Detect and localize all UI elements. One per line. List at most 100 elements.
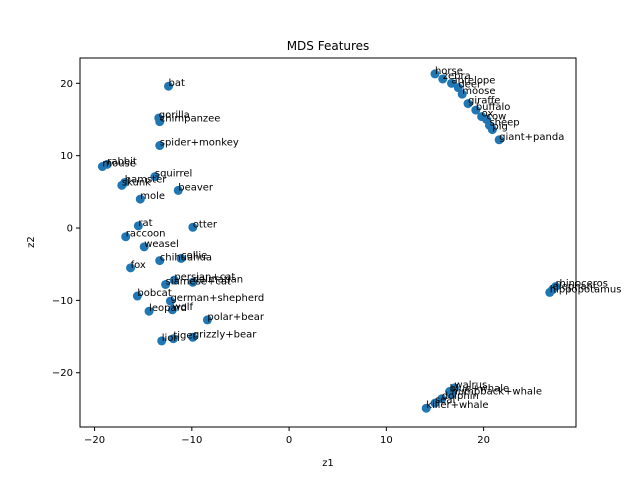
x-tick-label: 10 bbox=[380, 435, 393, 446]
data-point-squirrel bbox=[150, 172, 160, 182]
point-label: spider+monkey bbox=[160, 138, 239, 149]
data-point-rat bbox=[133, 221, 143, 231]
data-point-beaver bbox=[173, 185, 183, 195]
point-label: pig bbox=[492, 122, 507, 133]
data-point-siamese-cat bbox=[161, 279, 171, 289]
data-point-buffalo bbox=[471, 105, 481, 115]
point-label: beaver bbox=[178, 182, 214, 193]
x-axis-label: z1 bbox=[322, 458, 334, 469]
data-point-grizzly-bear bbox=[188, 332, 198, 342]
point-label: chihuahua bbox=[160, 253, 212, 264]
point-label: cow bbox=[487, 112, 507, 123]
data-point-tiger bbox=[168, 334, 178, 344]
point-label: lion bbox=[162, 333, 180, 344]
point-label: seal bbox=[435, 395, 455, 406]
y-axis-ticks: −20 −10 0 10 20 bbox=[52, 79, 80, 379]
point-label: deer bbox=[458, 80, 482, 91]
data-point-deer bbox=[453, 83, 463, 93]
point-label: siamese+cat bbox=[166, 276, 231, 287]
data-point-polar-bear bbox=[202, 315, 212, 325]
y-tick-label: 0 bbox=[67, 224, 73, 235]
data-point-bat bbox=[164, 81, 174, 91]
data-point-wolf bbox=[167, 305, 177, 315]
data-point-giant-panda bbox=[494, 135, 504, 145]
point-label: bobcat bbox=[137, 288, 171, 299]
data-point-giraffe bbox=[463, 99, 473, 109]
point-label: horse bbox=[435, 66, 463, 77]
point-label: collie bbox=[181, 250, 207, 261]
data-point-otter bbox=[188, 222, 198, 232]
data-point-horse bbox=[430, 69, 440, 79]
point-label: blue+whale bbox=[450, 384, 510, 395]
data-point-humpback-whale bbox=[447, 389, 457, 399]
data-point-spider-monkey bbox=[155, 141, 165, 151]
point-label: persian+cat bbox=[174, 272, 235, 283]
data-point-moose bbox=[457, 89, 467, 99]
data-point-chihuahua bbox=[155, 256, 165, 266]
y-tick-label: 10 bbox=[60, 151, 73, 162]
data-point-killer-whale bbox=[421, 403, 431, 413]
point-label: wolf bbox=[172, 302, 193, 313]
x-tick-label: 20 bbox=[477, 435, 490, 446]
point-label: grizzly+bear bbox=[193, 329, 257, 340]
point-label: mole bbox=[140, 191, 165, 202]
data-point-antelope bbox=[447, 78, 457, 88]
point-label: gorilla bbox=[159, 110, 190, 121]
data-point-skunk bbox=[117, 180, 127, 190]
point-label: leopard bbox=[149, 303, 187, 314]
point-label: humpback+whale bbox=[452, 386, 542, 397]
point-label: bat bbox=[169, 78, 185, 89]
point-label: antelope bbox=[452, 75, 496, 86]
point-label: fox bbox=[131, 260, 146, 271]
y-tick-label: −20 bbox=[52, 368, 73, 379]
point-label: otter bbox=[193, 219, 218, 230]
data-point-seal bbox=[430, 398, 440, 408]
y-axis-label: z2 bbox=[26, 236, 37, 248]
point-label: squirrel bbox=[155, 169, 192, 180]
y-tick-label: −10 bbox=[52, 296, 73, 307]
point-labels: horsezebraantelopedeermoosegiraffebuffal… bbox=[102, 66, 621, 411]
point-label: giant+panda bbox=[499, 132, 564, 143]
point-label: moose bbox=[462, 86, 495, 97]
point-label: chimpanzee bbox=[160, 114, 221, 125]
data-point-persian-cat bbox=[169, 275, 179, 285]
point-label: giraffe bbox=[468, 96, 500, 107]
point-label: killer+whale bbox=[426, 400, 488, 411]
data-point-pig bbox=[487, 125, 497, 135]
data-point-collie bbox=[176, 253, 186, 263]
point-label: tiger bbox=[173, 331, 197, 342]
x-axis-ticks: −20 −10 0 10 20 bbox=[84, 427, 490, 446]
point-label: weasel bbox=[144, 239, 179, 250]
x-tick-label: 0 bbox=[286, 435, 292, 446]
data-point-dolphin bbox=[437, 394, 447, 404]
chart-title: MDS Features bbox=[287, 39, 370, 53]
point-label: skunk bbox=[122, 177, 151, 188]
point-label: ox bbox=[482, 109, 494, 120]
point-label: zebra bbox=[443, 71, 471, 82]
x-tick-label: −20 bbox=[84, 435, 105, 446]
y-tick-label: 20 bbox=[60, 79, 73, 90]
data-point-mouse bbox=[97, 162, 107, 172]
point-label: dalmatian bbox=[193, 274, 243, 285]
point-label: polar+bear bbox=[207, 312, 264, 323]
data-point-chimpanzee bbox=[155, 117, 165, 127]
point-label: sheep bbox=[489, 117, 519, 128]
point-label: dolphin bbox=[442, 391, 479, 402]
point-label: rat bbox=[138, 218, 152, 229]
data-point-mole bbox=[135, 194, 145, 204]
data-point-raccoon bbox=[121, 232, 131, 242]
data-point-hippopotamus bbox=[545, 287, 555, 297]
axes-frame bbox=[79, 57, 577, 428]
point-label: mouse bbox=[102, 159, 136, 170]
point-label: walrus bbox=[454, 380, 487, 391]
data-point-zebra bbox=[438, 74, 448, 84]
point-label: rabbit bbox=[107, 156, 137, 167]
plot-area: horsezebraantelopedeermoosegiraffebuffal… bbox=[97, 66, 621, 413]
data-point-german-shepherd bbox=[165, 296, 175, 306]
point-label: raccoon bbox=[126, 229, 166, 240]
x-tick-label: −10 bbox=[181, 435, 202, 446]
data-point-bobcat bbox=[132, 291, 142, 301]
point-label: hippopotamus bbox=[550, 284, 622, 295]
data-point-weasel bbox=[139, 242, 149, 252]
